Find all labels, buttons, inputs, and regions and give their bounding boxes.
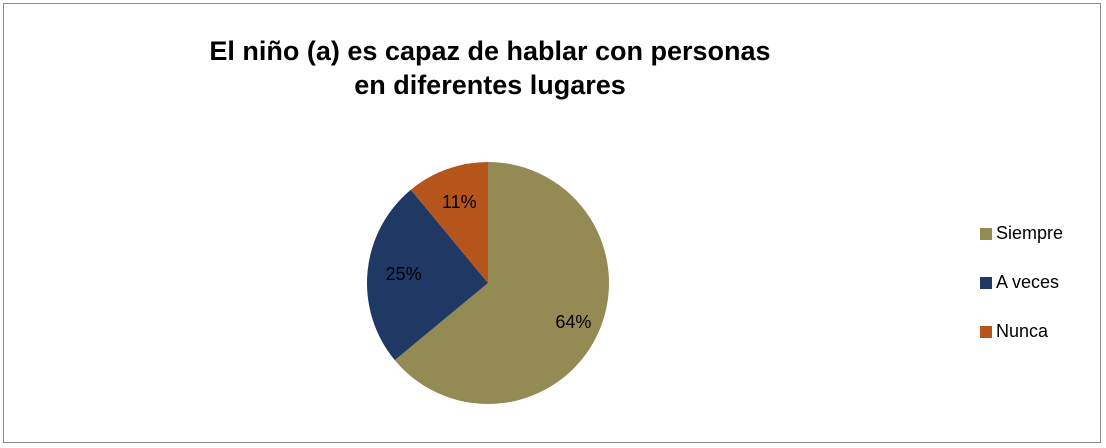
legend-label: A veces — [996, 272, 1059, 292]
legend-label: Siempre — [996, 223, 1063, 243]
legend-swatch — [980, 228, 992, 240]
pie-slice — [410, 162, 488, 283]
pie-slice — [394, 162, 609, 404]
chart-frame — [3, 3, 1101, 443]
pie-slice — [367, 189, 488, 361]
legend-label: Nunca — [996, 321, 1049, 341]
legend-swatch — [980, 326, 992, 338]
chart-title: El niño (a) es capaz de hablar con perso… — [209, 36, 771, 100]
data-label: 64% — [555, 312, 591, 332]
legend-swatch — [980, 277, 992, 289]
data-label: 11% — [442, 192, 477, 212]
data-label: 25% — [386, 264, 422, 284]
